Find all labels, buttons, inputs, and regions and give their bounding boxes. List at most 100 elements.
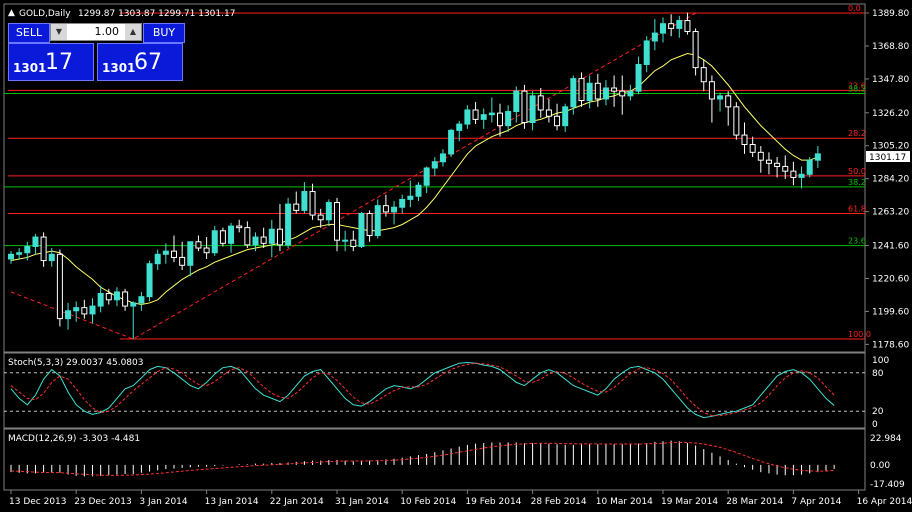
candle-body <box>228 225 235 244</box>
sell-price-quote[interactable]: 1301 17 <box>8 43 94 81</box>
moving-average-line <box>10 52 819 306</box>
time-tick-label: 31 Jan 2014 <box>335 497 389 507</box>
buy-button[interactable]: BUY <box>143 23 185 43</box>
candle-body <box>130 302 137 307</box>
fibonacci-level-label: 23.6 <box>848 237 866 246</box>
candle-body <box>301 191 308 211</box>
stoch-signal-line <box>10 362 835 417</box>
candle-body <box>774 162 781 167</box>
candle-body <box>456 123 463 131</box>
candle-body <box>65 310 72 320</box>
stoch-main-line <box>10 362 835 419</box>
candle-body <box>741 134 748 145</box>
candle-body <box>643 40 650 65</box>
candle-body <box>8 253 14 260</box>
price-tick-label: 1199.60 <box>872 307 909 317</box>
candle-body <box>765 159 772 164</box>
candle-body <box>391 206 398 213</box>
time-tick-label: 10 Mar 2014 <box>596 497 653 507</box>
candle-body <box>97 293 104 307</box>
candle-body <box>431 161 438 169</box>
time-tick-label: 28 Feb 2014 <box>531 497 587 507</box>
stoch-tick-label: 100 <box>872 356 889 366</box>
candle-body <box>684 20 691 33</box>
current-price-label: 1301.17 <box>869 153 906 163</box>
macd-title: MACD(12,26,9) -3.303 -4.481 <box>8 434 140 444</box>
moving-average-layer <box>10 52 819 306</box>
candle-body <box>317 214 324 221</box>
candle-body <box>725 95 732 108</box>
sell-price-big: 1301 <box>13 61 47 75</box>
candle-body <box>309 191 316 216</box>
macd-panel-frame <box>3 428 866 491</box>
candle-body <box>692 31 699 69</box>
lot-decrease-icon[interactable]: ▼ <box>51 24 67 40</box>
candle-body <box>342 239 349 242</box>
lot-size-field[interactable]: ▼ 1.00 ▲ <box>50 23 142 41</box>
buy-price-pips: 67 <box>134 50 162 75</box>
chart-collapse-icon[interactable]: ▲ <box>8 8 15 18</box>
candle-body <box>668 23 675 29</box>
candle-body <box>594 82 601 100</box>
candle-body <box>586 82 593 102</box>
candle-body <box>513 90 520 113</box>
candle-body <box>268 228 275 244</box>
time-tick-label: 13 Dec 2013 <box>9 497 67 507</box>
stoch-tick-label: 20 <box>872 407 884 417</box>
candle-body <box>260 236 267 244</box>
candles-layer <box>8 12 821 340</box>
candle-body <box>122 291 129 307</box>
lot-increase-icon[interactable]: ▲ <box>125 24 141 40</box>
candle-body <box>73 307 80 312</box>
candle-body <box>464 109 471 125</box>
candle-body <box>717 95 724 100</box>
candle-body <box>700 67 707 83</box>
candle-body <box>790 170 797 178</box>
fibonacci-level-label: 28.2 <box>848 129 866 138</box>
sell-button[interactable]: SELL <box>8 23 50 43</box>
buy-price-big: 1301 <box>102 61 136 75</box>
candle-body <box>276 228 283 246</box>
macd-tick-label: 0.00 <box>870 461 890 471</box>
candle-body <box>334 202 340 241</box>
candle-body <box>415 184 422 197</box>
price-tick-label: 1389.80 <box>872 9 909 19</box>
candle-body <box>195 241 202 249</box>
candle-body <box>32 236 39 247</box>
candle-body <box>374 205 381 236</box>
candle-body <box>627 90 634 97</box>
candle-body <box>554 115 561 127</box>
time-tick-label: 10 Feb 2014 <box>400 497 456 507</box>
macd-tick-label: -17.409 <box>870 480 905 490</box>
candle-body <box>48 253 55 262</box>
candle-body <box>733 106 740 136</box>
candle-body <box>113 291 120 301</box>
candle-body <box>521 90 528 124</box>
candle-body <box>619 90 626 97</box>
candle-body <box>782 165 789 172</box>
buy-price-quote[interactable]: 1301 67 <box>97 43 183 81</box>
time-tick-label: 16 Apr 2014 <box>857 497 912 507</box>
time-tick-label: 13 Jan 2014 <box>205 497 259 507</box>
candle-body <box>399 198 406 208</box>
candle-body <box>285 203 292 246</box>
stoch-axis: 100 80 20 0 <box>872 356 889 430</box>
candle-body <box>187 241 194 266</box>
candle-body <box>350 239 357 247</box>
price-axis: 1389.80 1368.80 1347.80 1326.20 1305.20 1284.… <box>865 9 909 350</box>
candle-body <box>24 245 31 254</box>
one-click-trade-panel: SELL ▼ 1.00 ▲ BUY 1301 17 1301 67 <box>8 23 185 81</box>
stoch-panel-frame <box>3 352 866 429</box>
candle-body <box>40 236 47 262</box>
candle-body <box>179 256 186 266</box>
trend-line-layer <box>10 12 696 340</box>
fibonacci-level-label: 23.6 <box>848 81 866 90</box>
sell-price-pips: 17 <box>45 50 73 75</box>
candle-body <box>366 213 373 236</box>
price-tick-label: 1368.80 <box>872 42 909 52</box>
candle-body <box>358 213 365 247</box>
price-tick-label: 1263.20 <box>872 208 909 218</box>
price-tick-label: 1284.20 <box>872 175 909 185</box>
lot-size-value[interactable]: 1.00 <box>94 25 120 38</box>
